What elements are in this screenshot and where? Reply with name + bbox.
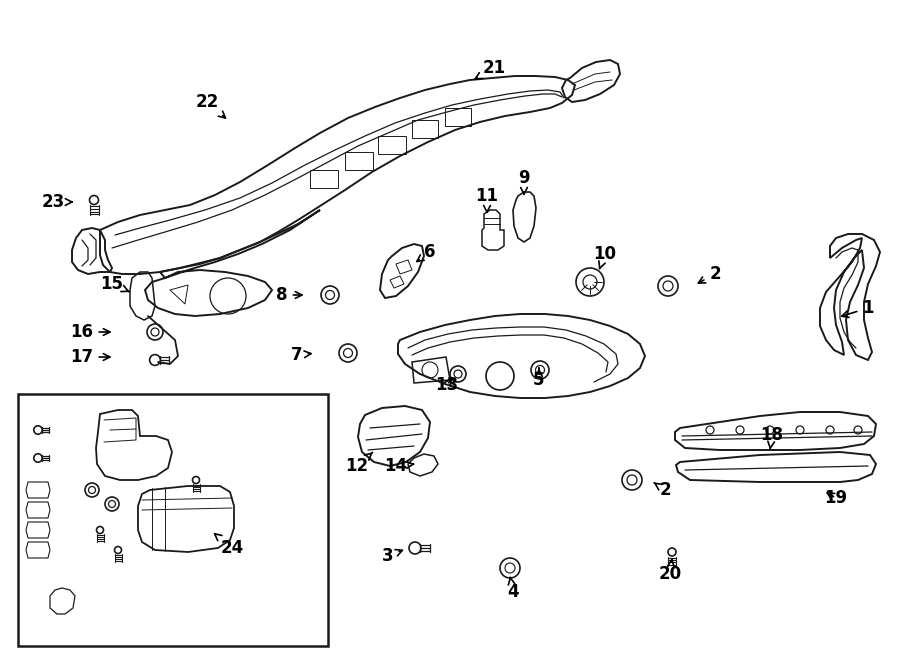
Text: 16: 16 xyxy=(70,323,110,341)
Text: 22: 22 xyxy=(195,93,226,118)
Text: 18: 18 xyxy=(760,426,784,449)
Text: 17: 17 xyxy=(70,348,110,366)
Text: 7: 7 xyxy=(292,346,311,364)
Text: 19: 19 xyxy=(824,489,848,507)
Text: 24: 24 xyxy=(214,534,244,557)
Text: 14: 14 xyxy=(384,457,414,475)
Text: 15: 15 xyxy=(101,275,129,293)
Text: 3: 3 xyxy=(382,547,402,565)
Text: 10: 10 xyxy=(593,245,616,269)
Text: 2: 2 xyxy=(654,481,670,499)
Text: 13: 13 xyxy=(436,376,459,394)
Text: 23: 23 xyxy=(41,193,72,211)
Text: 8: 8 xyxy=(276,286,302,304)
Text: 21: 21 xyxy=(475,59,506,79)
Text: 5: 5 xyxy=(533,368,544,389)
Text: 2: 2 xyxy=(698,265,721,283)
Text: 20: 20 xyxy=(659,559,681,583)
Text: 4: 4 xyxy=(508,577,518,601)
Text: 12: 12 xyxy=(346,452,373,475)
Text: 11: 11 xyxy=(475,187,499,212)
Bar xyxy=(18,394,328,646)
Text: 9: 9 xyxy=(518,169,530,194)
Text: 6: 6 xyxy=(417,243,436,261)
Text: 1: 1 xyxy=(842,299,874,317)
